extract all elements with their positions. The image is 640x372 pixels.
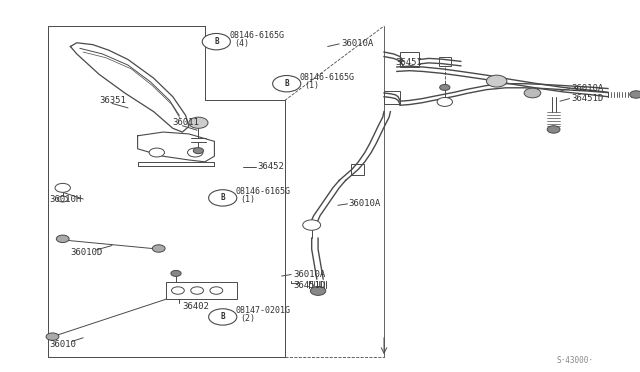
Circle shape	[188, 148, 203, 157]
Text: 36010A: 36010A	[571, 84, 603, 93]
Circle shape	[524, 88, 541, 98]
Text: (1): (1)	[241, 195, 255, 204]
Text: 36351: 36351	[99, 96, 126, 105]
Circle shape	[46, 333, 59, 340]
Circle shape	[440, 84, 450, 90]
Text: 36452: 36452	[257, 162, 284, 171]
Text: (4): (4)	[234, 39, 249, 48]
Circle shape	[58, 196, 68, 202]
Circle shape	[630, 91, 640, 98]
Text: B: B	[220, 312, 225, 321]
Circle shape	[547, 126, 560, 133]
Text: (1): (1)	[305, 81, 319, 90]
Text: 08147-0201G: 08147-0201G	[236, 306, 291, 315]
FancyBboxPatch shape	[166, 282, 237, 299]
Text: 36010D: 36010D	[70, 248, 102, 257]
Text: 08146-6165G: 08146-6165G	[300, 73, 355, 82]
FancyBboxPatch shape	[384, 91, 400, 104]
Circle shape	[171, 270, 181, 276]
FancyBboxPatch shape	[439, 57, 451, 66]
Circle shape	[193, 148, 204, 154]
Circle shape	[486, 75, 507, 87]
Text: 36010: 36010	[49, 340, 76, 349]
Text: (2): (2)	[241, 314, 255, 323]
Circle shape	[437, 97, 452, 106]
Circle shape	[56, 235, 69, 243]
Circle shape	[189, 117, 208, 128]
Text: 36451D: 36451D	[571, 94, 603, 103]
Circle shape	[209, 190, 237, 206]
Text: 36402: 36402	[182, 302, 209, 311]
Circle shape	[202, 33, 230, 50]
Text: B: B	[214, 37, 219, 46]
FancyBboxPatch shape	[400, 52, 419, 67]
Text: B: B	[284, 79, 289, 88]
Text: B: B	[220, 193, 225, 202]
Text: 36010H: 36010H	[49, 195, 81, 203]
Circle shape	[209, 309, 237, 325]
Text: S·43000·: S·43000·	[557, 356, 594, 365]
Circle shape	[310, 286, 326, 295]
Text: 36010A: 36010A	[349, 199, 381, 208]
Text: 36011: 36011	[173, 118, 200, 127]
Circle shape	[303, 220, 321, 230]
FancyBboxPatch shape	[351, 164, 364, 175]
Circle shape	[172, 287, 184, 294]
Circle shape	[210, 287, 223, 294]
Text: 08146-6165G: 08146-6165G	[236, 187, 291, 196]
Text: 36010A: 36010A	[341, 39, 373, 48]
Circle shape	[149, 148, 164, 157]
Text: 3645I: 3645I	[396, 58, 422, 67]
Circle shape	[152, 245, 165, 252]
Text: 36010A: 36010A	[293, 270, 325, 279]
Circle shape	[191, 287, 204, 294]
Text: 36451D: 36451D	[293, 281, 325, 290]
Text: 08146-6165G: 08146-6165G	[229, 31, 284, 40]
Circle shape	[273, 76, 301, 92]
Circle shape	[55, 183, 70, 192]
